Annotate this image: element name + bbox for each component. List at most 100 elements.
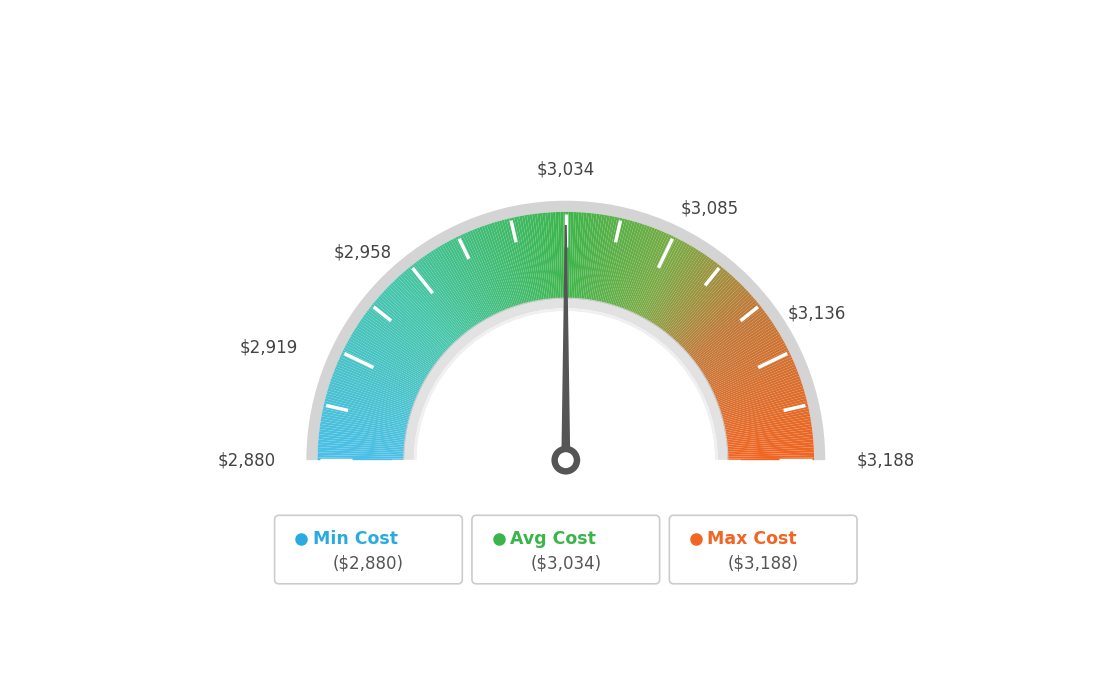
Wedge shape	[722, 401, 807, 424]
Wedge shape	[694, 310, 765, 364]
Wedge shape	[400, 274, 459, 340]
Wedge shape	[728, 453, 814, 457]
Text: Max Cost: Max Cost	[708, 530, 797, 548]
Wedge shape	[318, 442, 405, 450]
Wedge shape	[514, 217, 534, 302]
Wedge shape	[699, 321, 773, 371]
Wedge shape	[485, 225, 514, 308]
Wedge shape	[570, 212, 574, 299]
Wedge shape	[707, 338, 784, 382]
Wedge shape	[658, 256, 710, 328]
Wedge shape	[692, 306, 762, 362]
Wedge shape	[352, 332, 427, 378]
Wedge shape	[664, 262, 718, 333]
Wedge shape	[412, 264, 467, 334]
Wedge shape	[702, 327, 777, 375]
Text: $3,188: $3,188	[857, 451, 914, 469]
Wedge shape	[581, 213, 592, 299]
Wedge shape	[675, 277, 735, 342]
Wedge shape	[428, 252, 478, 326]
Wedge shape	[690, 302, 758, 359]
Wedge shape	[603, 219, 625, 304]
Wedge shape	[341, 352, 421, 391]
Wedge shape	[499, 220, 524, 305]
Wedge shape	[407, 267, 465, 336]
Wedge shape	[640, 240, 683, 318]
Text: ($3,034): ($3,034)	[530, 554, 602, 572]
Wedge shape	[318, 447, 405, 453]
Wedge shape	[657, 255, 708, 328]
Wedge shape	[306, 201, 826, 460]
FancyBboxPatch shape	[275, 515, 463, 584]
Wedge shape	[701, 325, 775, 374]
Wedge shape	[715, 368, 797, 402]
Text: $2,958: $2,958	[333, 244, 392, 262]
Wedge shape	[684, 292, 751, 352]
Wedge shape	[404, 270, 461, 338]
Wedge shape	[321, 416, 407, 433]
Wedge shape	[699, 319, 771, 369]
Wedge shape	[636, 237, 676, 315]
Wedge shape	[370, 306, 439, 362]
Wedge shape	[666, 266, 722, 335]
Wedge shape	[350, 336, 426, 381]
Wedge shape	[721, 391, 805, 417]
Wedge shape	[660, 259, 714, 331]
Wedge shape	[726, 447, 814, 453]
Wedge shape	[396, 277, 457, 342]
Wedge shape	[593, 215, 609, 302]
Wedge shape	[465, 233, 501, 313]
Wedge shape	[354, 327, 429, 375]
Wedge shape	[540, 213, 551, 299]
Wedge shape	[338, 359, 418, 396]
Wedge shape	[420, 258, 473, 330]
Polygon shape	[561, 225, 571, 460]
Wedge shape	[431, 250, 479, 325]
Wedge shape	[708, 343, 786, 386]
Wedge shape	[444, 243, 488, 319]
Wedge shape	[437, 246, 484, 322]
Wedge shape	[460, 235, 499, 314]
Wedge shape	[524, 215, 541, 301]
Wedge shape	[639, 239, 681, 317]
Wedge shape	[708, 341, 785, 384]
Wedge shape	[662, 261, 715, 332]
Wedge shape	[335, 368, 416, 402]
Wedge shape	[726, 444, 814, 452]
Wedge shape	[527, 215, 542, 301]
Wedge shape	[571, 212, 576, 299]
Wedge shape	[481, 226, 512, 308]
Wedge shape	[323, 404, 408, 425]
Wedge shape	[704, 332, 779, 378]
Wedge shape	[714, 362, 795, 397]
Wedge shape	[724, 413, 810, 431]
Wedge shape	[617, 225, 647, 308]
Wedge shape	[711, 352, 790, 391]
Wedge shape	[651, 249, 699, 324]
Text: $3,034: $3,034	[537, 161, 595, 179]
Wedge shape	[373, 302, 442, 359]
Wedge shape	[709, 345, 787, 387]
Wedge shape	[720, 388, 804, 415]
Wedge shape	[346, 343, 424, 386]
Wedge shape	[704, 334, 781, 380]
Wedge shape	[489, 224, 518, 306]
Wedge shape	[678, 281, 740, 345]
Wedge shape	[643, 241, 686, 319]
Wedge shape	[722, 396, 806, 420]
Wedge shape	[530, 214, 544, 301]
Wedge shape	[426, 253, 477, 326]
Wedge shape	[616, 224, 645, 307]
Wedge shape	[609, 221, 635, 305]
Wedge shape	[509, 218, 531, 303]
Wedge shape	[410, 266, 466, 335]
Wedge shape	[448, 240, 491, 318]
Wedge shape	[672, 274, 732, 340]
Wedge shape	[348, 338, 425, 382]
Wedge shape	[580, 213, 590, 299]
Wedge shape	[686, 294, 752, 353]
Wedge shape	[385, 288, 449, 350]
Wedge shape	[693, 308, 764, 363]
Wedge shape	[682, 288, 746, 350]
Text: ($3,188): ($3,188)	[728, 554, 798, 572]
